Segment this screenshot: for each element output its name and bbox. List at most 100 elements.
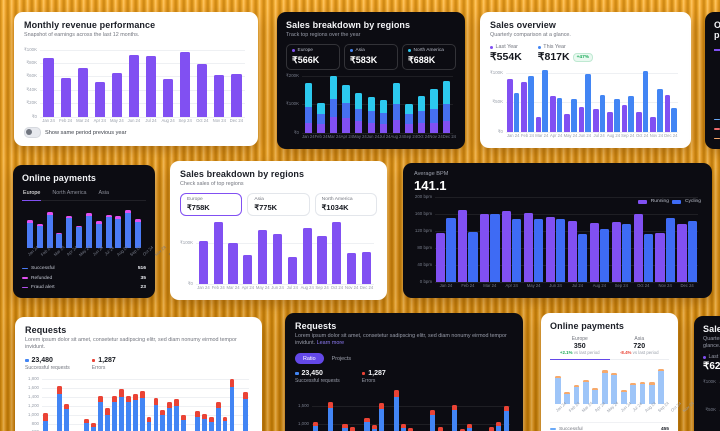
bar — [95, 221, 102, 248]
legend-label: Last Year — [495, 44, 518, 51]
bar-segment — [443, 80, 451, 105]
x-tick-label: Aug 24 — [592, 283, 607, 288]
select-box-europe[interactable]: Europe ₹758K — [180, 193, 243, 217]
bar — [36, 223, 43, 248]
bar-segment — [347, 252, 357, 284]
bar-segment — [258, 230, 268, 284]
bar-segment — [430, 415, 436, 431]
bar — [43, 57, 54, 117]
bar-segment — [459, 429, 465, 431]
bar-group — [403, 74, 416, 133]
y-tick-label: 0 bpm — [419, 278, 432, 284]
gridline — [196, 242, 374, 244]
tab-asia[interactable]: Asia 720 -8.4% vs last period — [619, 336, 659, 355]
bar — [167, 401, 173, 431]
previous-year-toggle[interactable] — [24, 127, 41, 138]
bar-segment — [564, 393, 571, 404]
learn-more-link[interactable]: Learn more — [316, 340, 345, 347]
bar — [66, 215, 73, 248]
bar — [611, 222, 621, 282]
bar-group — [177, 43, 194, 117]
bar-segment — [417, 122, 426, 133]
bar-group — [146, 375, 153, 431]
x-axis-labels: Jan 24 Feb 24 Mar 24 Apr 24 May 24 Jun 24 Jul … — [435, 283, 698, 290]
bar — [91, 422, 97, 431]
bar — [132, 393, 138, 431]
y-tick-label: ₹80K — [26, 59, 37, 65]
card-sales-overview: Sales overview Quarterly comparison at a… — [480, 12, 691, 148]
bar-segment — [112, 402, 117, 431]
bar — [512, 218, 522, 282]
bar — [446, 218, 456, 282]
bar — [94, 81, 105, 117]
bar-group — [133, 205, 143, 248]
bar — [502, 210, 512, 282]
bar-group — [523, 197, 545, 282]
bar — [534, 218, 544, 282]
bar-group — [35, 205, 45, 248]
tab-europe[interactable]: Europe 350 +2.1% vs last period — [550, 336, 610, 360]
bar — [633, 214, 643, 282]
bar-segment — [85, 213, 92, 216]
bar — [599, 94, 606, 132]
bar — [393, 390, 399, 431]
bar — [304, 83, 312, 133]
bar-segment — [76, 225, 83, 228]
toggle-knob — [26, 129, 32, 136]
select-box-asia[interactable]: Asia ₹775K — [247, 193, 310, 217]
bar — [480, 213, 490, 282]
bar-segment — [354, 121, 363, 133]
pill-projects[interactable]: Projects — [331, 355, 352, 362]
bar-group — [208, 375, 215, 431]
bar-segment — [408, 428, 414, 431]
bar-segment — [630, 382, 636, 385]
bar-segment — [105, 216, 112, 248]
bar-segment — [43, 57, 54, 117]
bar-segment — [132, 393, 138, 401]
bar-segment — [180, 51, 191, 117]
x-axis-labels: Jan 24 Feb 24 Mar 24 Apr 24 May 24 Jun 24 Jul … — [25, 244, 181, 260]
bar-segment — [466, 423, 473, 428]
bar-segment — [77, 68, 88, 117]
tab-europe[interactable]: Europe — [22, 188, 42, 201]
card-sales-breakdown-dark: Sales breakdown by regions Track top reg… — [277, 12, 465, 149]
bar-group — [444, 388, 451, 431]
select-box-north-america[interactable]: North America ₹1034K — [314, 193, 377, 217]
legend-label: Running — [650, 199, 669, 204]
bar-group — [654, 197, 676, 282]
bar — [371, 424, 377, 431]
plot — [312, 388, 510, 431]
bar-segment — [56, 386, 62, 394]
bar-group — [572, 364, 581, 404]
bar-segment — [361, 251, 372, 284]
bar-group — [716, 57, 720, 112]
bar-segment — [658, 371, 665, 404]
x-tick-label: Nov 24 — [345, 285, 359, 290]
bar — [577, 234, 588, 282]
bar-segment — [452, 404, 458, 411]
bar-group — [113, 205, 123, 248]
bar-group — [173, 375, 180, 431]
this-year-dot-icon — [537, 45, 541, 49]
tab-asia[interactable]: Asia — [98, 190, 110, 196]
cycling-swatch-icon — [672, 199, 682, 204]
card-sales-overview-partial: Sales overview Quarterly comparison at a… — [694, 316, 720, 431]
tab-north-america[interactable]: North America — [52, 190, 87, 196]
bar — [342, 84, 350, 133]
asia-dot-icon — [350, 49, 353, 53]
plot-area — [553, 364, 666, 404]
x-tick-label: Aug 24 — [606, 133, 621, 138]
bar — [567, 221, 577, 282]
bar-segment — [371, 428, 377, 431]
bar-group — [664, 67, 678, 132]
bar-segment — [503, 411, 509, 431]
bar-segment — [332, 222, 342, 284]
bar — [243, 254, 253, 284]
pill-ratio[interactable]: Ratio — [295, 353, 324, 365]
y-tick-label: ₹50K — [492, 98, 503, 104]
legend-last-year: Last Year ₹554K — [490, 44, 522, 63]
bar-segment — [379, 408, 385, 431]
bar — [496, 421, 502, 431]
plot — [506, 67, 678, 132]
